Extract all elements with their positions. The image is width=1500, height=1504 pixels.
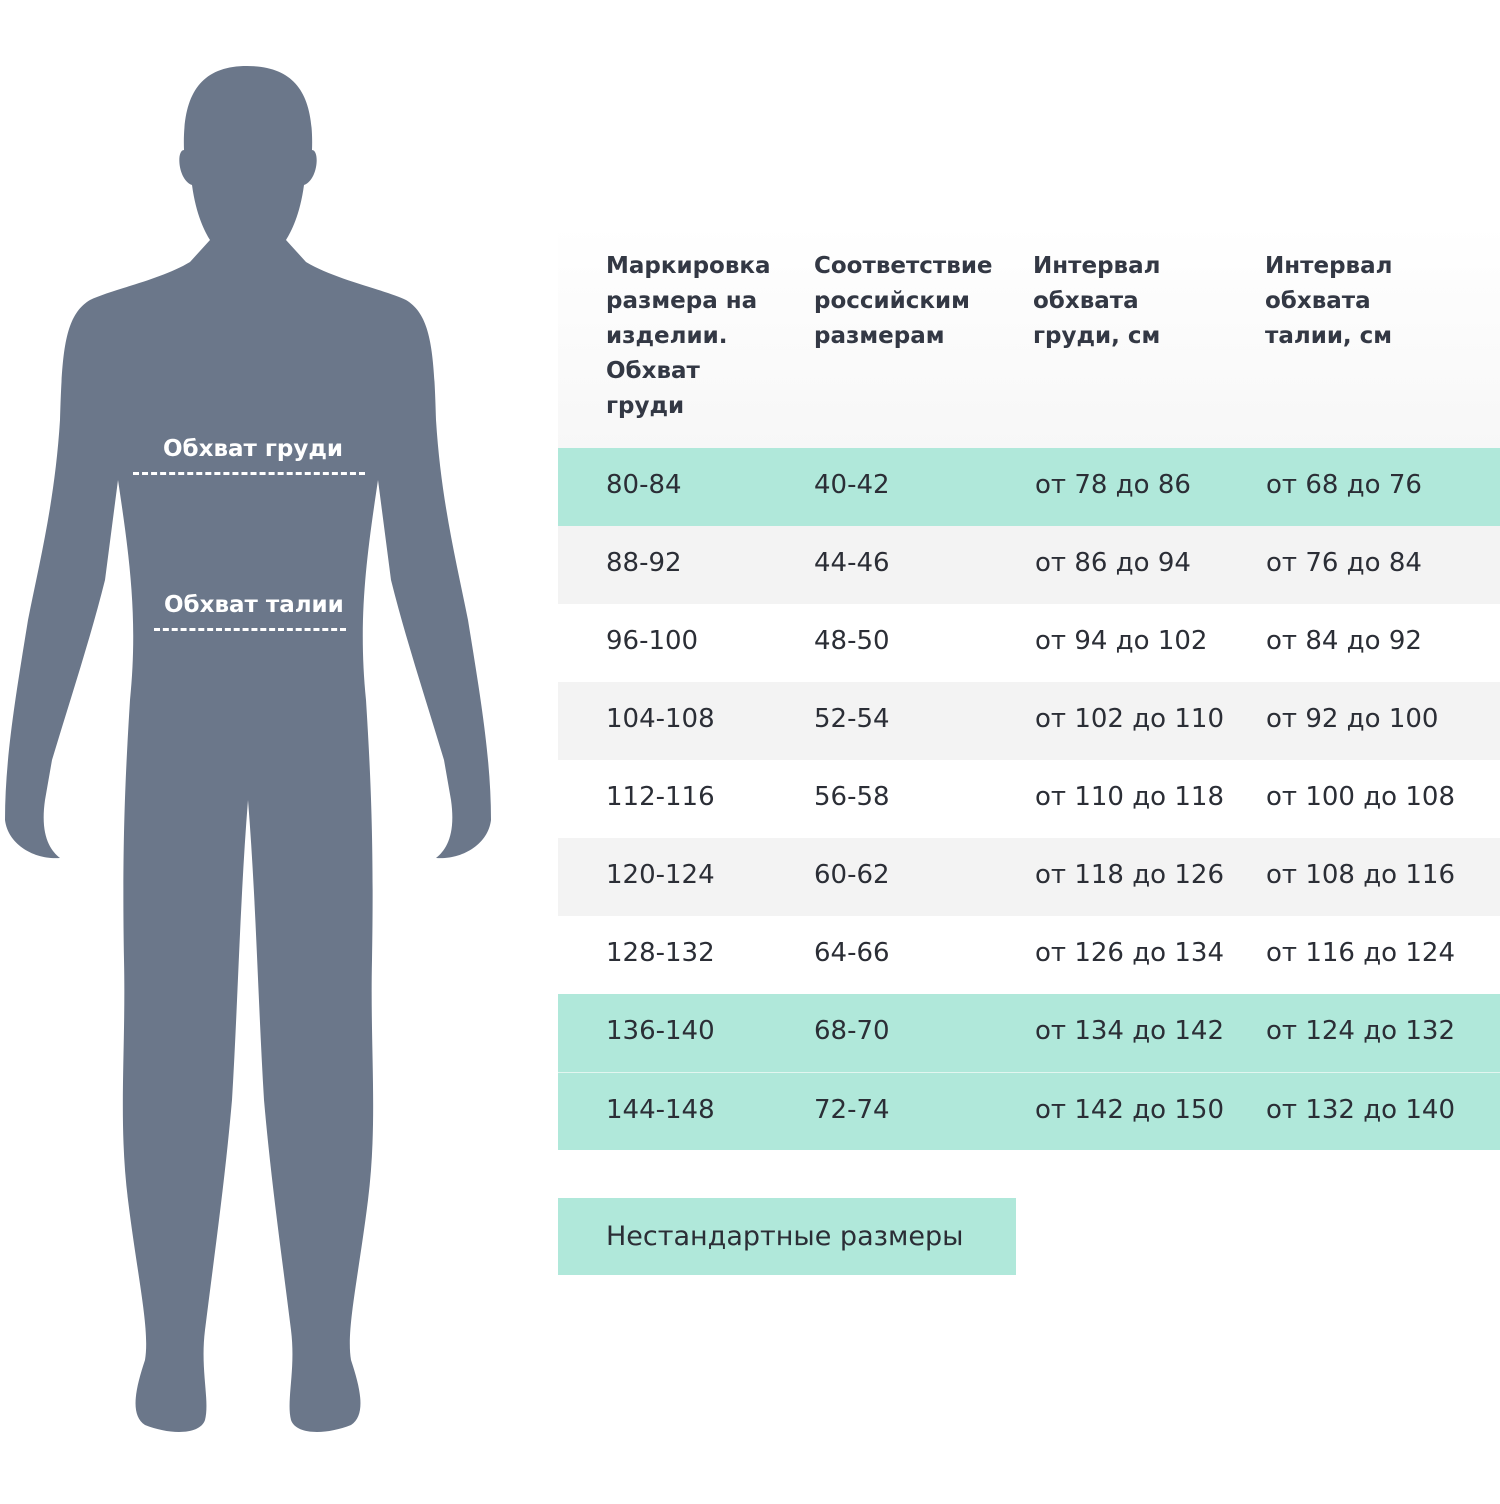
table-cell: от 116 до 124	[1266, 938, 1455, 968]
table-cell: 96-100	[606, 626, 699, 656]
table-row: 104-108 52-54 от 102 до 110 от 92 до 100	[558, 682, 1500, 760]
table-cell: 88-92	[606, 548, 682, 578]
table-cell: от 124 до 132	[1266, 1016, 1455, 1046]
table-cell: 80-84	[606, 470, 682, 500]
table-cell: от 142 до 150	[1035, 1095, 1224, 1125]
header-russian-size: Соответствие российским размерам	[814, 253, 993, 349]
table-cell: от 102 до 110	[1035, 704, 1224, 734]
table-cell: 136-140	[606, 1016, 715, 1046]
table-row: 144-148 72-74 от 142 до 150 от 132 до 140	[558, 1072, 1500, 1150]
table-cell: 144-148	[606, 1095, 715, 1125]
table-cell: 68-70	[814, 1016, 890, 1046]
table-cell: от 94 до 102	[1035, 626, 1208, 656]
table-cell: от 84 до 92	[1266, 626, 1422, 656]
table-cell: 112-116	[606, 782, 715, 812]
table-row: 128-132 64-66 от 126 до 134 от 116 до 124	[558, 916, 1500, 994]
table-cell: от 86 до 94	[1035, 548, 1191, 578]
header-chest-range: Интервал обхвата груди, см	[1033, 253, 1161, 349]
table-row: 136-140 68-70 от 134 до 142 от 124 до 132	[558, 994, 1500, 1072]
table-header: Маркировка размера на изделии. Обхват гр…	[558, 225, 1500, 448]
body-silhouette: Обхват груди Обхват талии	[0, 0, 500, 1500]
waist-label: Обхват талии	[164, 592, 344, 618]
table-cell: 52-54	[814, 704, 890, 734]
table-cell: от 134 до 142	[1035, 1016, 1224, 1046]
human-figure-icon	[5, 66, 491, 1432]
table-cell: от 126 до 134	[1035, 938, 1224, 968]
table-cell: 44-46	[814, 548, 890, 578]
table-row: 120-124 60-62 от 118 до 126 от 108 до 116	[558, 838, 1500, 916]
table-row: 96-100 48-50 от 94 до 102 от 84 до 92	[558, 604, 1500, 682]
table-cell: от 78 до 86	[1035, 470, 1191, 500]
table-cell: 40-42	[814, 470, 890, 500]
table-cell: 60-62	[814, 860, 890, 890]
table-cell: от 118 до 126	[1035, 860, 1224, 890]
table-cell: 64-66	[814, 938, 890, 968]
table-row: 112-116 56-58 от 110 до 118 от 100 до 108	[558, 760, 1500, 838]
table-cell: 56-58	[814, 782, 890, 812]
header-marking: Маркировка размера на изделии. Обхват гр…	[606, 253, 771, 419]
table-cell: от 132 до 140	[1266, 1095, 1455, 1125]
chest-label: Обхват груди	[163, 436, 344, 462]
table-cell: от 92 до 100	[1266, 704, 1439, 734]
table-cell: 120-124	[606, 860, 715, 890]
table-row: 80-84 40-42 от 78 до 86 от 68 до 76	[558, 448, 1500, 526]
table-cell: от 108 до 116	[1266, 860, 1455, 890]
nonstandard-sizes-button[interactable]: Нестандартные размеры	[558, 1198, 1016, 1275]
size-table: Маркировка размера на изделии. Обхват гр…	[558, 225, 1500, 1150]
table-cell: 72-74	[814, 1095, 890, 1125]
table-cell: 104-108	[606, 704, 715, 734]
header-waist-range: Интервал обхвата талии, см	[1265, 253, 1393, 349]
table-cell: 128-132	[606, 938, 715, 968]
table-row: 88-92 44-46 от 86 до 94 от 76 до 84	[558, 526, 1500, 604]
table-cell: от 110 до 118	[1035, 782, 1224, 812]
waist-line	[154, 628, 346, 631]
chest-line	[133, 472, 365, 475]
table-cell: от 76 до 84	[1266, 548, 1422, 578]
table-cell: 48-50	[814, 626, 890, 656]
table-cell: от 68 до 76	[1266, 470, 1422, 500]
table-cell: от 100 до 108	[1266, 782, 1455, 812]
